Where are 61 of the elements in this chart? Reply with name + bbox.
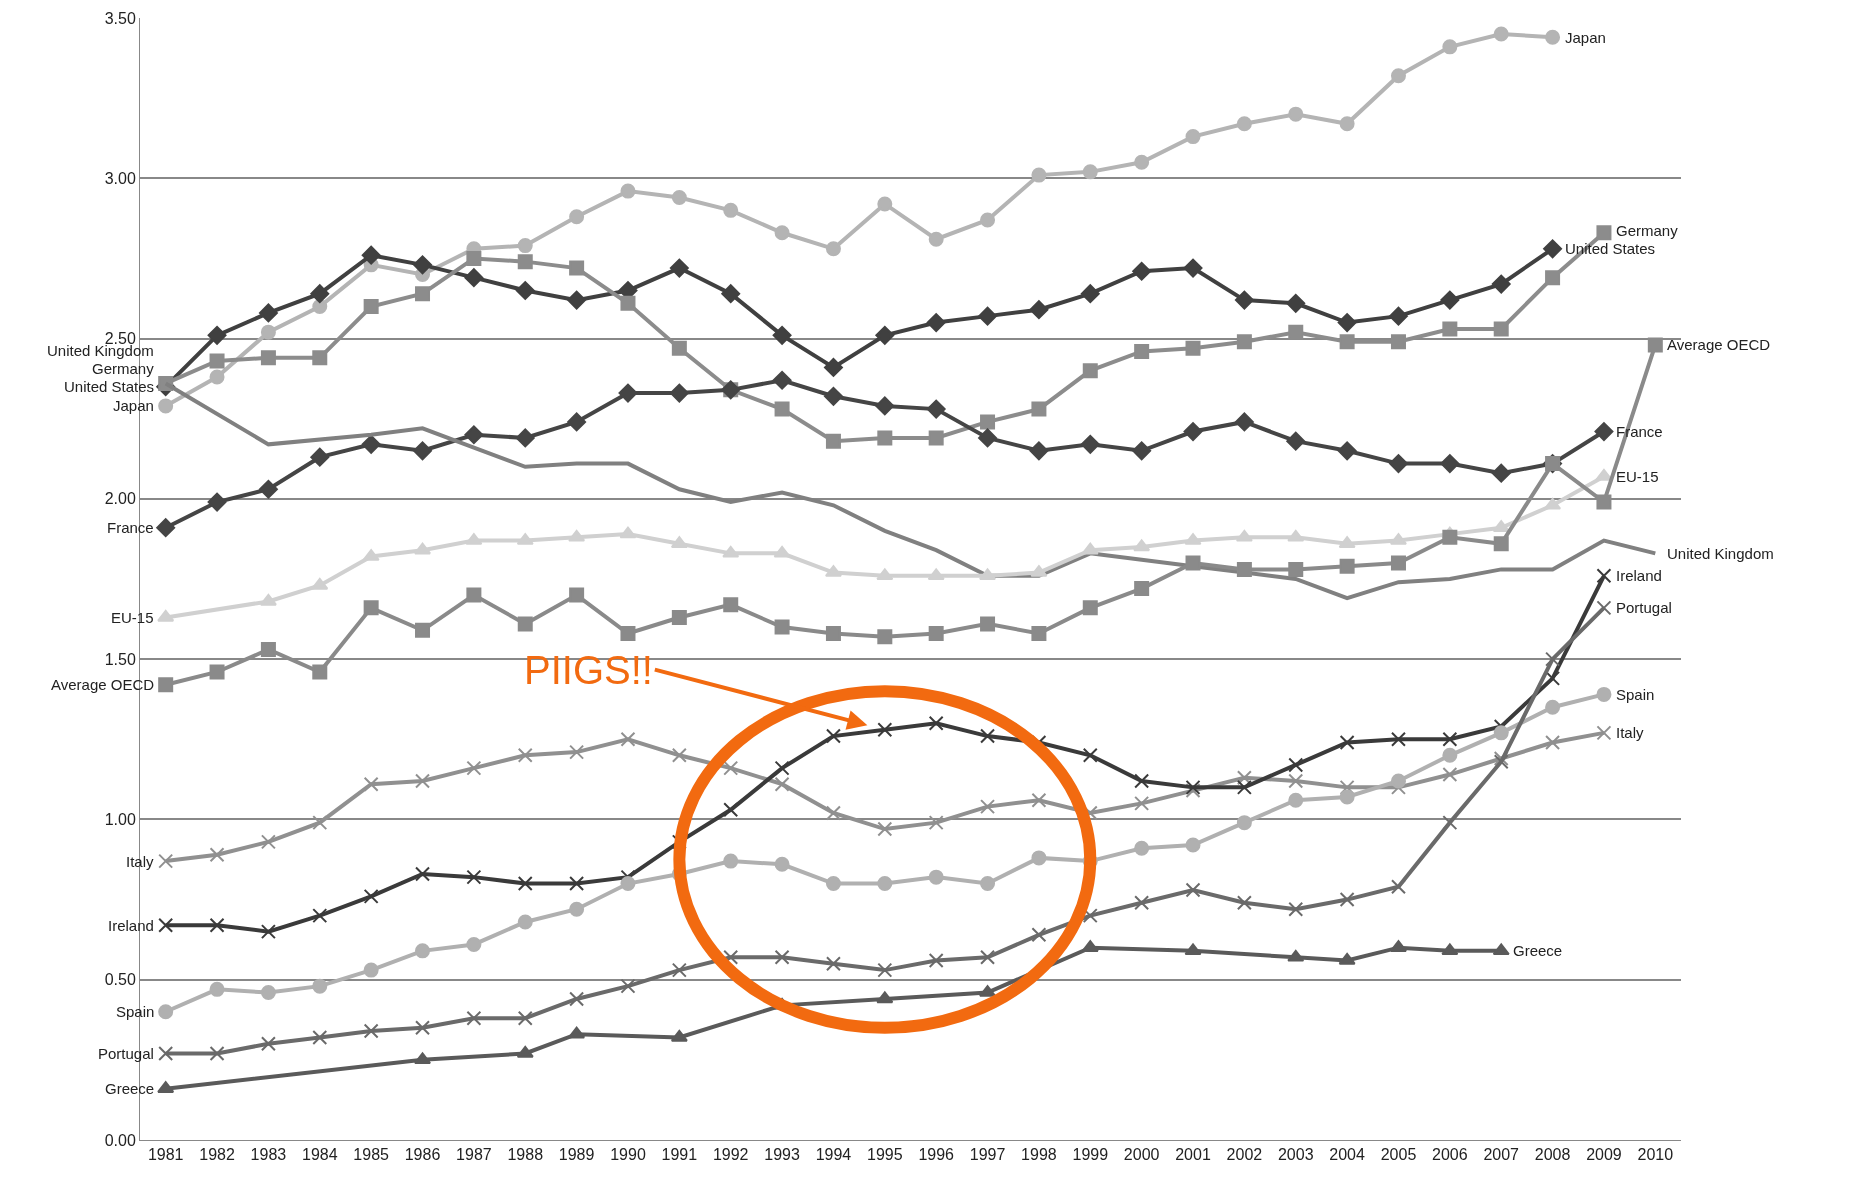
x-tick-label: 1995 <box>867 1146 903 1164</box>
x-tick-label: 2009 <box>1586 1146 1622 1164</box>
text: Japan <box>1565 29 1606 46</box>
x-tick-label: 1999 <box>1072 1146 1109 1164</box>
x-tick-label: 1990 <box>610 1146 646 1164</box>
y-tick-label: 1.50 <box>104 650 136 668</box>
x-tick-label: 2001 <box>1175 1146 1211 1164</box>
y-tick-label: 0.50 <box>104 971 136 989</box>
y-tick-label: 0.00 <box>104 1131 136 1149</box>
text: Ireland <box>1616 567 1662 584</box>
text: United States <box>1565 240 1656 257</box>
series-label: Portugal <box>98 1045 154 1062</box>
x-tick-label: 1984 <box>301 1146 338 1164</box>
x-tick-label: 2006 <box>1432 1146 1468 1164</box>
text: EU-15 <box>111 609 154 626</box>
x-tick-label: 1989 <box>558 1146 595 1164</box>
x-tick-label: 2007 <box>1483 1146 1520 1164</box>
text: Greece <box>1513 942 1563 959</box>
annotation: PIIGS!! <box>524 648 653 692</box>
series-label: United Kingdom <box>1667 545 1774 562</box>
series-label: Spain <box>116 1003 155 1020</box>
x-tick-label: 2003 <box>1277 1146 1314 1164</box>
x-tick-label: 2000 <box>1123 1146 1160 1164</box>
text: Germany <box>1616 222 1678 239</box>
y-tick-label: 1.00 <box>104 811 136 829</box>
series-label: France <box>107 519 154 536</box>
x-tick-label: 1985 <box>353 1146 390 1164</box>
text: Spain <box>1616 686 1655 703</box>
y-tick-label: 2.00 <box>104 490 136 508</box>
x-tick-label: 1988 <box>507 1146 544 1164</box>
series-label: EU-15 <box>1616 468 1659 485</box>
series-label: Germany <box>92 360 155 377</box>
x-tick-label: 1983 <box>250 1146 287 1164</box>
x-tick-label: 1996 <box>918 1146 955 1164</box>
text: Portugal <box>1616 599 1672 616</box>
x-tick-label: 1987 <box>456 1146 492 1164</box>
x-tick-label: 1993 <box>764 1146 800 1164</box>
x-tick-label: 1982 <box>199 1146 235 1164</box>
x-tick-label: 2002 <box>1226 1146 1263 1164</box>
series-label: Ireland <box>108 917 154 934</box>
x-tick-label: 1981 <box>147 1146 184 1164</box>
x-tick-label: 1997 <box>969 1146 1006 1164</box>
x-tick-label: 1998 <box>1021 1146 1057 1164</box>
series-label: Greece <box>105 1080 155 1097</box>
series-label: United States <box>64 378 155 395</box>
x-tick-label: 2010 <box>1637 1146 1674 1164</box>
series-label: Italy <box>1616 724 1645 741</box>
x-tick-label: 1991 <box>661 1146 698 1164</box>
x-tick-label: 2005 <box>1380 1146 1417 1164</box>
series-label: Japan <box>113 397 154 414</box>
text: France <box>1616 423 1663 440</box>
series-label: Average OECD <box>51 676 155 693</box>
text: Average OECD <box>1667 336 1771 353</box>
x-tick-label: 1986 <box>404 1146 441 1164</box>
x-tick-label: 1994 <box>815 1146 852 1164</box>
x-tick-label: 2004 <box>1329 1146 1366 1164</box>
x-tick-label: 1992 <box>712 1146 749 1164</box>
y-tick-label: 3.50 <box>104 9 136 27</box>
y-tick-label: 3.00 <box>104 169 136 187</box>
x-tick-label: 2008 <box>1534 1146 1571 1164</box>
text: Italy <box>126 853 154 870</box>
